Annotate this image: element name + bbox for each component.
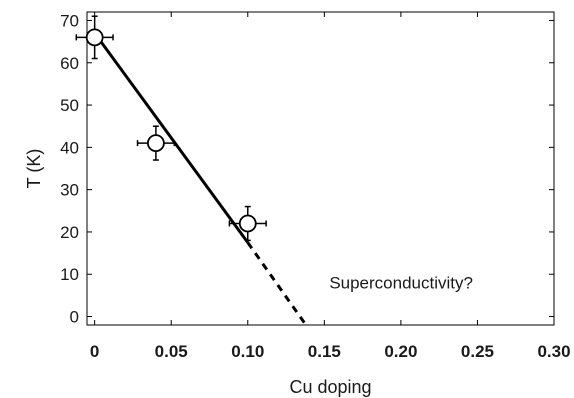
x-tick-label: 0.15 — [308, 342, 341, 361]
fit-line — [93, 32, 249, 244]
y-tick-label: 10 — [60, 265, 79, 284]
extrapolation-line — [246, 241, 308, 326]
plot-area: 0 0.05 0.10 0.15 0.20 0.25 0.30 0 10 20 30 40 50 60 70 — [60, 11, 570, 361]
data-point — [238, 214, 257, 233]
data-point — [85, 28, 104, 47]
x-axis-label: Cu doping — [289, 377, 371, 397]
plot-frame — [86, 11, 555, 326]
y-tick-label: 50 — [60, 96, 79, 115]
x-tick-label: 0 — [90, 342, 99, 361]
x-tick-label: 0.20 — [384, 342, 417, 361]
y-tick-label: 70 — [60, 11, 79, 30]
y-tick-label: 0 — [70, 308, 79, 327]
y-tick-label: 30 — [60, 181, 79, 200]
x-tick-label: 0.30 — [537, 342, 570, 361]
data-point — [147, 134, 165, 153]
y-tick-label: 40 — [60, 138, 79, 157]
y-tick-label: 20 — [60, 223, 79, 242]
x-tick-label: 0.25 — [461, 342, 494, 361]
annotation-superconductivity: Superconductivity? — [329, 274, 473, 293]
y-axis-label: T (K) — [24, 149, 44, 189]
x-tick-label: 0.05 — [155, 342, 188, 361]
x-tick-label: 0.10 — [231, 342, 264, 361]
y-tick-label: 60 — [60, 54, 79, 73]
